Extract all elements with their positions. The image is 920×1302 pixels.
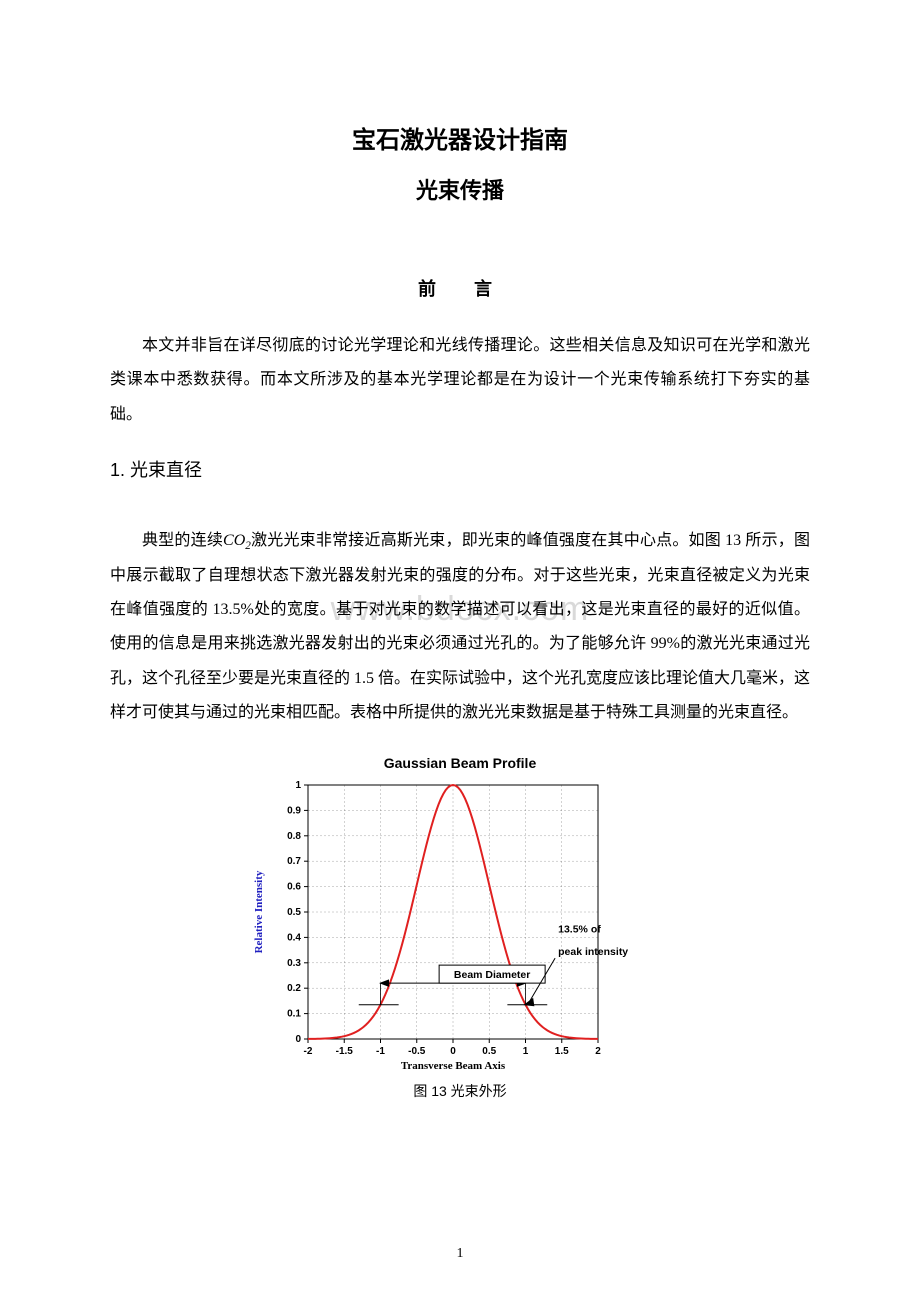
gaussian-chart: Gaussian Beam Profile -2 -1.5 -1 -0.5 0 0.5 1 1… <box>110 755 810 1101</box>
svg-text:0.3: 0.3 <box>287 957 301 968</box>
svg-text:peak intensity: peak intensity <box>558 946 628 958</box>
svg-text:0.1: 0.1 <box>287 1008 301 1019</box>
svg-text:Transverse Beam Axis: Transverse Beam Axis <box>401 1060 506 1072</box>
svg-text:0: 0 <box>450 1046 456 1057</box>
svg-text:Beam Diameter: Beam Diameter <box>454 969 530 981</box>
section-1-heading: 1. 光束直径 <box>110 456 810 482</box>
svg-text:-0.5: -0.5 <box>408 1046 426 1057</box>
svg-text:0.6: 0.6 <box>287 881 301 892</box>
svg-text:0.8: 0.8 <box>287 830 301 841</box>
preface-paragraph: 本文并非旨在详尽彻底的讨论光学理论和光线传播理论。这些相关信息及知识可在光学和激… <box>110 329 810 432</box>
svg-text:0.2: 0.2 <box>287 983 301 994</box>
svg-text:-1: -1 <box>376 1046 385 1057</box>
svg-text:0.5: 0.5 <box>482 1046 496 1057</box>
para-text-pre: 典型的连续 <box>142 532 223 549</box>
section-1-paragraph: 典型的连续CO2激光光束非常接近高斯光束，即光束的峰值强度在其中心点。如图 13… <box>110 524 810 730</box>
svg-text:2: 2 <box>595 1046 601 1057</box>
svg-text:1: 1 <box>295 780 301 791</box>
svg-text:0.5: 0.5 <box>287 907 301 918</box>
svg-text:0.4: 0.4 <box>287 932 301 943</box>
section-number: 1. <box>110 460 125 480</box>
para-text-post: 激光光束非常接近高斯光束，即光束的峰值强度在其中心点。如图 13 所示，图中展示… <box>110 532 810 721</box>
svg-text:Relative Intensity: Relative Intensity <box>253 870 265 953</box>
svg-text:0.7: 0.7 <box>287 856 301 867</box>
figure-caption: 图 13 光束外形 <box>413 1081 506 1101</box>
svg-text:-2: -2 <box>304 1046 313 1057</box>
section-title: 光束直径 <box>130 460 202 480</box>
chart-svg: -2 -1.5 -1 -0.5 0 0.5 1 1.5 2 0 0.1 0.2 0.3 0.4 0.5 0.6… <box>240 775 680 1075</box>
doc-title-main: 宝石激光器设计指南 <box>110 120 810 155</box>
svg-text:13.5% of: 13.5% of <box>558 923 601 935</box>
svg-text:0.9: 0.9 <box>287 805 301 816</box>
page-number: 1 <box>457 1246 464 1262</box>
doc-title-sub: 光束传播 <box>110 173 810 205</box>
svg-text:1: 1 <box>523 1046 529 1057</box>
svg-text:0: 0 <box>295 1034 301 1045</box>
co2-formula: CO2 <box>223 532 251 549</box>
preface-heading: 前 言 <box>110 275 810 301</box>
chart-title: Gaussian Beam Profile <box>384 755 537 771</box>
svg-text:1.5: 1.5 <box>555 1046 569 1057</box>
document-body: 宝石激光器设计指南 光束传播 前 言 本文并非旨在详尽彻底的讨论光学理论和光线传… <box>110 120 810 1101</box>
svg-text:-1.5: -1.5 <box>336 1046 354 1057</box>
